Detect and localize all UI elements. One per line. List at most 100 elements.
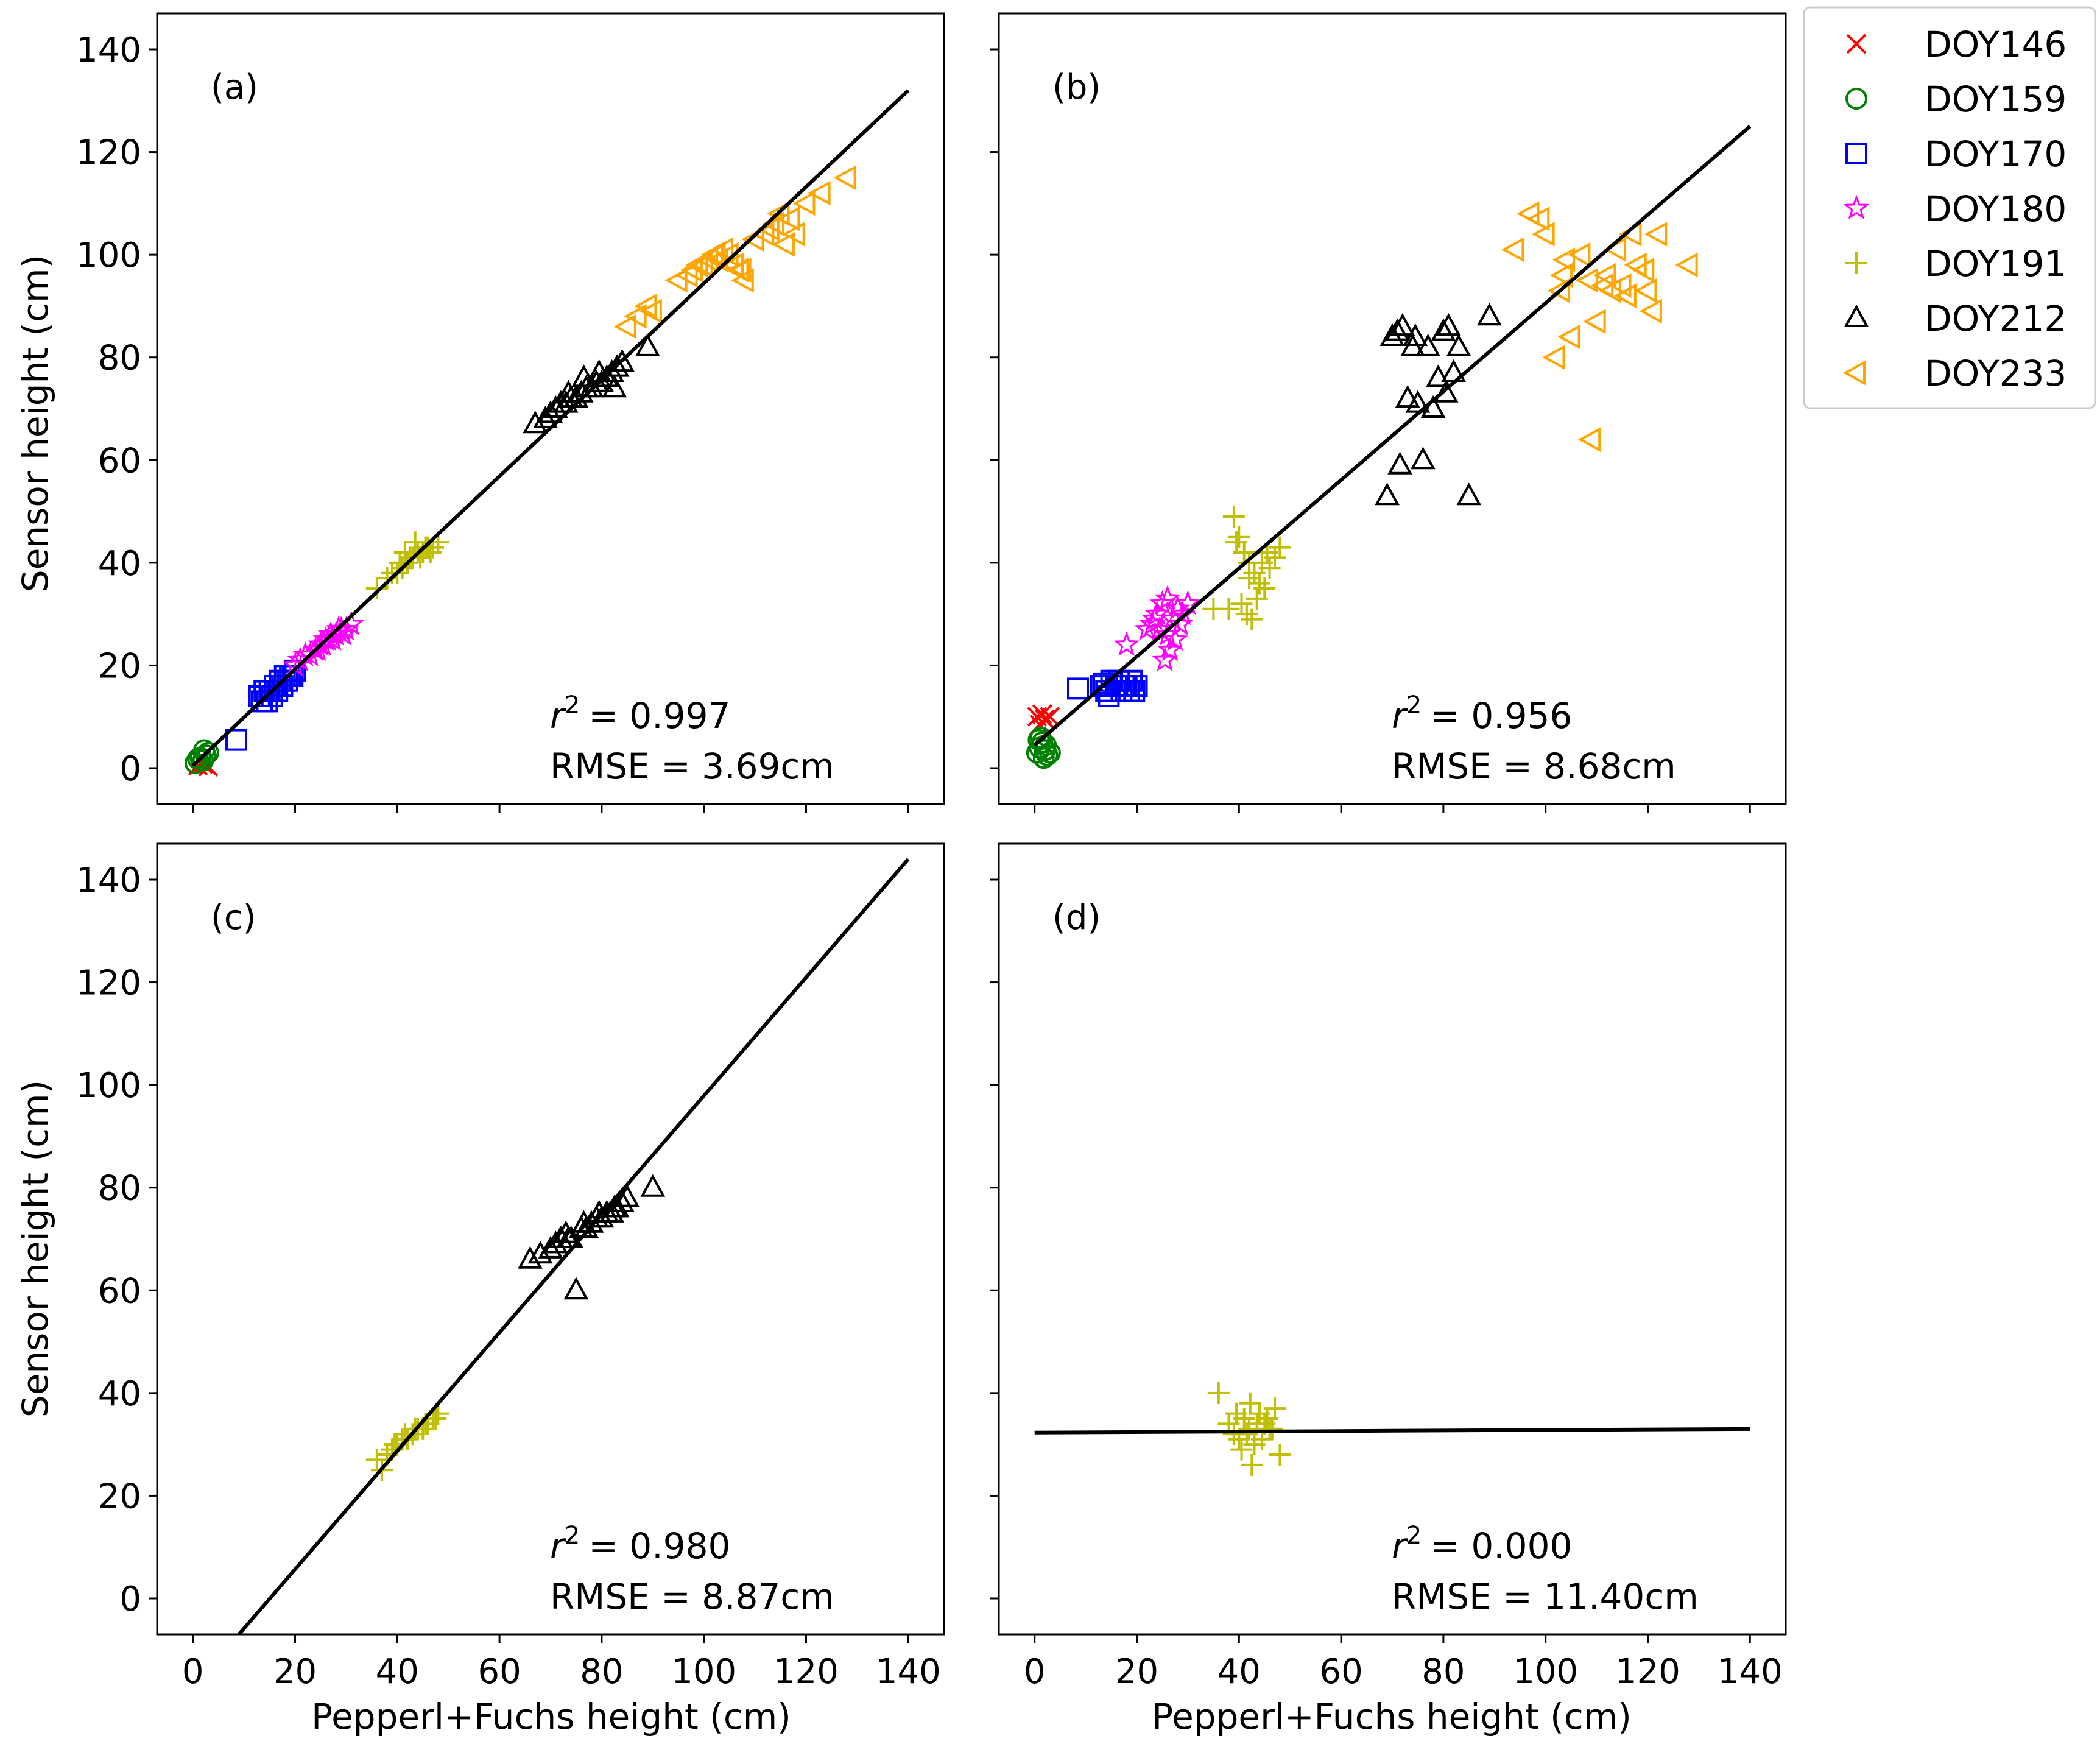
point-DOY233	[726, 258, 749, 283]
point-DOY191	[376, 567, 398, 590]
panel-label: (d)	[1052, 898, 1101, 937]
y-tick-label: 60	[98, 1271, 141, 1311]
point-DOY191	[1256, 1408, 1278, 1430]
scatter-points	[365, 1174, 666, 1481]
point-DOY191	[1241, 608, 1263, 630]
point-DOY180	[1175, 590, 1201, 615]
fit-line	[191, 89, 910, 767]
series-DOY212	[1375, 303, 1502, 506]
legend-marker-DOY191	[1845, 252, 1867, 274]
legend-item-DOY180: DOY180	[1843, 188, 2067, 230]
legend-label: DOY233	[1925, 353, 2067, 394]
point-DOY159	[1027, 729, 1050, 751]
point-DOY233	[1532, 222, 1555, 247]
point-DOY159	[193, 739, 216, 761]
legend-frame	[1803, 6, 2096, 409]
panel-c: 0 0 20 20 40 40 60 60 80 80 100 100 120 120 140 140 (c) r…	[76, 842, 945, 1692]
legend-label: DOY170	[1925, 133, 2067, 175]
point-DOY233	[1552, 247, 1576, 272]
point-DOY212	[1375, 482, 1400, 506]
point-DOY233	[1644, 222, 1668, 247]
point-DOY191	[365, 1449, 388, 1471]
point-DOY191	[1207, 1382, 1230, 1404]
point-DOY212	[556, 380, 581, 403]
point-DOY191	[1225, 1402, 1248, 1425]
x-tick-label: 20	[1115, 1652, 1158, 1692]
panel-label: (a)	[211, 68, 258, 107]
point-DOY212	[635, 333, 660, 356]
fit-line	[237, 858, 910, 1634]
panel-b: (b) r2 = 0.956 RMSE = 8.68cm	[990, 12, 1787, 813]
point-DOY191	[1269, 1444, 1291, 1466]
point-DOY233	[1675, 252, 1698, 278]
point-DOY233	[639, 298, 662, 324]
x-tick-label: 60	[1319, 1652, 1362, 1692]
r2-annotation: r2 = 0.000	[1392, 1522, 1572, 1567]
point-DOY233	[792, 191, 816, 216]
x-tick-label: 120	[1615, 1652, 1680, 1692]
point-DOY233	[703, 242, 726, 267]
r2-annotation: r2 = 0.997	[550, 691, 730, 736]
point-DOY191	[1246, 587, 1268, 610]
legend-marker-DOY180	[1843, 194, 1870, 220]
point-DOY233	[833, 165, 856, 191]
point-DOY233	[1542, 345, 1565, 370]
x-tick-label: 0	[182, 1652, 204, 1692]
point-DOY233	[1575, 267, 1598, 293]
series-DOY212	[518, 1174, 666, 1300]
point-DOY191	[1222, 506, 1245, 528]
point-DOY180	[1154, 585, 1181, 610]
panel-label: (b)	[1052, 68, 1101, 107]
point-DOY233	[808, 180, 831, 206]
legend-item-DOY212: DOY212	[1844, 298, 2067, 339]
panel-d: 0 20 40 60 80 100 120 140 (d) r2 = 0.000 RMSE = 11.…	[990, 842, 1787, 1692]
point-DOY233	[1568, 242, 1591, 267]
point-DOY233	[624, 303, 647, 329]
rmse-annotation: RMSE = 3.69cm	[550, 746, 834, 787]
point-DOY191	[1251, 551, 1274, 574]
point-DOY191	[404, 531, 426, 554]
point-DOY233	[1501, 237, 1524, 263]
legend-item-DOY146: DOY146	[1846, 24, 2067, 65]
y-tick-label: 80	[98, 1169, 141, 1209]
point-DOY191	[1230, 1438, 1253, 1461]
fit-line	[1033, 125, 1752, 747]
point-DOY233	[1593, 263, 1616, 288]
y-tick-label: 40	[98, 1374, 141, 1414]
y-tick-label: 140	[76, 30, 141, 70]
rmse-annotation: RMSE = 8.68cm	[1392, 746, 1676, 787]
x-tick-label: 120	[773, 1652, 839, 1692]
y-tick-label: 140	[76, 861, 141, 900]
x-tick-label: 40	[376, 1652, 419, 1692]
series-DOY191	[1202, 506, 1291, 630]
point-DOY180	[310, 631, 336, 656]
legend-item-DOY233: DOY233	[1842, 353, 2067, 394]
point-DOY233	[1613, 283, 1637, 308]
y-tick-label: 40	[98, 544, 141, 584]
series-DOY146	[1027, 704, 1060, 735]
point-DOY146	[1040, 707, 1060, 727]
axes-frame	[156, 12, 945, 805]
r2-annotation: r2 = 0.980	[550, 1522, 730, 1567]
point-DOY191	[419, 542, 442, 563]
y-tick-label: 80	[98, 339, 141, 378]
y-tick-label: 120	[76, 133, 141, 173]
point-DOY233	[1578, 427, 1601, 452]
x-tick-label: 80	[580, 1652, 623, 1692]
rmse-annotation: RMSE = 8.87cm	[550, 1576, 834, 1617]
y-tick-label: 0	[119, 1580, 141, 1619]
point-DOY212	[1387, 451, 1412, 475]
point-DOY233	[728, 258, 752, 283]
point-DOY191	[1241, 1453, 1263, 1476]
y-tick-label: 100	[76, 236, 141, 275]
point-DOY233	[1608, 273, 1632, 298]
legend: DOY146 DOY159 DOY170 DOY180 DOY191 DOY212 DOY2…	[1803, 6, 2096, 409]
point-DOY191	[1269, 536, 1291, 559]
point-DOY212	[1410, 447, 1436, 470]
point-DOY191	[1239, 1392, 1261, 1414]
point-DOY233	[1583, 309, 1606, 334]
series-DOY159	[184, 739, 219, 774]
legend-marker-DOY233	[1842, 360, 1866, 386]
legend-item-DOY159: DOY159	[1845, 79, 2067, 120]
point-DOY170	[251, 690, 273, 713]
